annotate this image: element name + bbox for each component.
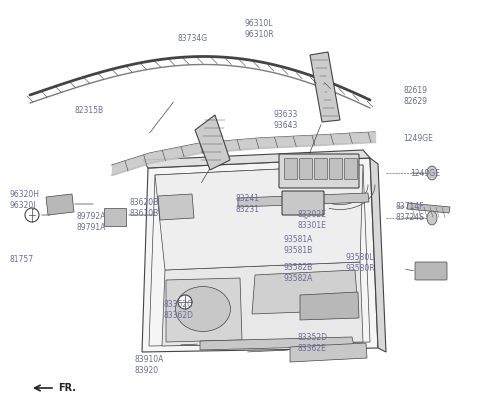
Ellipse shape — [176, 286, 230, 331]
Polygon shape — [143, 150, 370, 168]
Text: 81757: 81757 — [10, 255, 34, 264]
Text: 82619
82629: 82619 82629 — [403, 86, 427, 106]
Polygon shape — [300, 292, 359, 320]
Text: 96310L
96310R: 96310L 96310R — [245, 19, 275, 40]
Polygon shape — [166, 278, 242, 342]
Text: 1249GE: 1249GE — [410, 169, 440, 178]
Text: 83620B
83610B: 83620B 83610B — [130, 198, 159, 218]
Circle shape — [178, 295, 192, 309]
Polygon shape — [195, 115, 230, 170]
Polygon shape — [200, 337, 354, 350]
FancyBboxPatch shape — [415, 262, 447, 280]
Text: 83734G: 83734G — [178, 34, 208, 43]
Text: 96320H
96320J: 96320H 96320J — [10, 190, 39, 210]
Polygon shape — [238, 193, 369, 207]
Text: 82315B: 82315B — [74, 106, 104, 115]
Ellipse shape — [427, 211, 437, 225]
Text: 93633
93643: 93633 93643 — [274, 110, 298, 131]
FancyBboxPatch shape — [300, 158, 312, 180]
FancyBboxPatch shape — [314, 158, 327, 180]
Text: 93580L
93580R: 93580L 93580R — [346, 253, 375, 273]
Polygon shape — [46, 194, 74, 215]
FancyBboxPatch shape — [285, 158, 298, 180]
FancyBboxPatch shape — [345, 158, 358, 180]
Text: 93582B
93582A: 93582B 93582A — [283, 263, 312, 284]
Text: 83352D
83362E: 83352D 83362E — [298, 333, 327, 353]
Polygon shape — [104, 208, 126, 226]
FancyBboxPatch shape — [329, 158, 343, 180]
Text: 83352C
83362D: 83352C 83362D — [163, 300, 193, 320]
Polygon shape — [252, 270, 358, 314]
Polygon shape — [290, 343, 367, 362]
Polygon shape — [142, 158, 378, 352]
Text: 89792A
89791A: 89792A 89791A — [77, 212, 106, 233]
Text: 83302E
83301E: 83302E 83301E — [298, 210, 326, 231]
Polygon shape — [162, 262, 363, 346]
Polygon shape — [310, 52, 340, 122]
Polygon shape — [155, 165, 363, 270]
Text: FR.: FR. — [58, 383, 76, 393]
Text: 83714F
83724S: 83714F 83724S — [396, 202, 425, 222]
Text: 1249GE: 1249GE — [403, 134, 433, 143]
Ellipse shape — [427, 166, 437, 180]
Circle shape — [25, 208, 39, 222]
Text: 93581A
93581B: 93581A 93581B — [283, 235, 312, 255]
Polygon shape — [158, 194, 194, 220]
Text: 83241
83231: 83241 83231 — [235, 194, 259, 214]
FancyBboxPatch shape — [282, 191, 324, 215]
Polygon shape — [407, 203, 450, 213]
Text: 83910A
83920: 83910A 83920 — [134, 355, 164, 375]
Polygon shape — [370, 158, 386, 352]
FancyBboxPatch shape — [279, 154, 359, 188]
